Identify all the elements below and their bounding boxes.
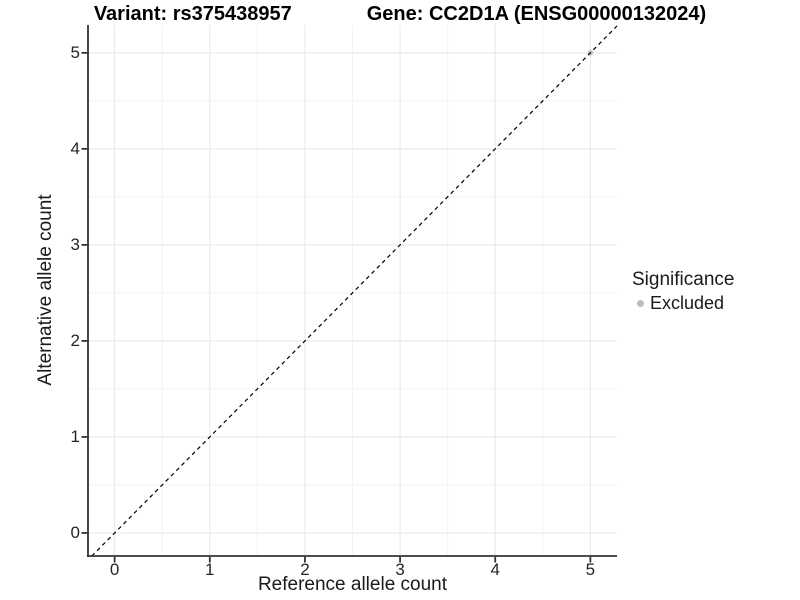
legend-item-excluded: Excluded: [632, 293, 792, 314]
legend-label: Excluded: [650, 293, 725, 313]
x-axis-title: Reference allele count: [257, 574, 448, 595]
legend: Significance Excluded: [632, 269, 792, 314]
gene-title: Gene: CC2D1A (ENSG00000132024): [366, 3, 707, 25]
plot-title: Variant: rs375438957 Gene: CC2D1A (ENSG0…: [0, 3, 800, 26]
y-tick-label: 4: [70, 138, 80, 158]
identity-line: [91, 25, 618, 557]
legend-point-icon: [636, 300, 644, 307]
x-tick-label: 3: [395, 560, 405, 579]
x-tick-label: 5: [585, 560, 596, 579]
y-axis-title: Alternative allele count: [35, 194, 56, 386]
y-tick-label: 0: [70, 522, 80, 542]
x-tick-label: 4: [490, 560, 500, 579]
y-tick-label: 1: [70, 426, 80, 446]
y-tick-label: 3: [70, 234, 80, 254]
legend-items: Excluded: [632, 293, 792, 314]
x-tick-label: 0: [109, 560, 120, 579]
legend-title: Significance: [632, 269, 735, 290]
x-tick-label: 1: [205, 560, 215, 579]
legend-key: [632, 300, 648, 307]
variant-title: Variant: rs375438957: [93, 3, 292, 25]
x-tick-label: 2: [300, 560, 310, 579]
y-tick-label: 2: [70, 330, 80, 350]
y-tick-label: 5: [70, 42, 80, 62]
